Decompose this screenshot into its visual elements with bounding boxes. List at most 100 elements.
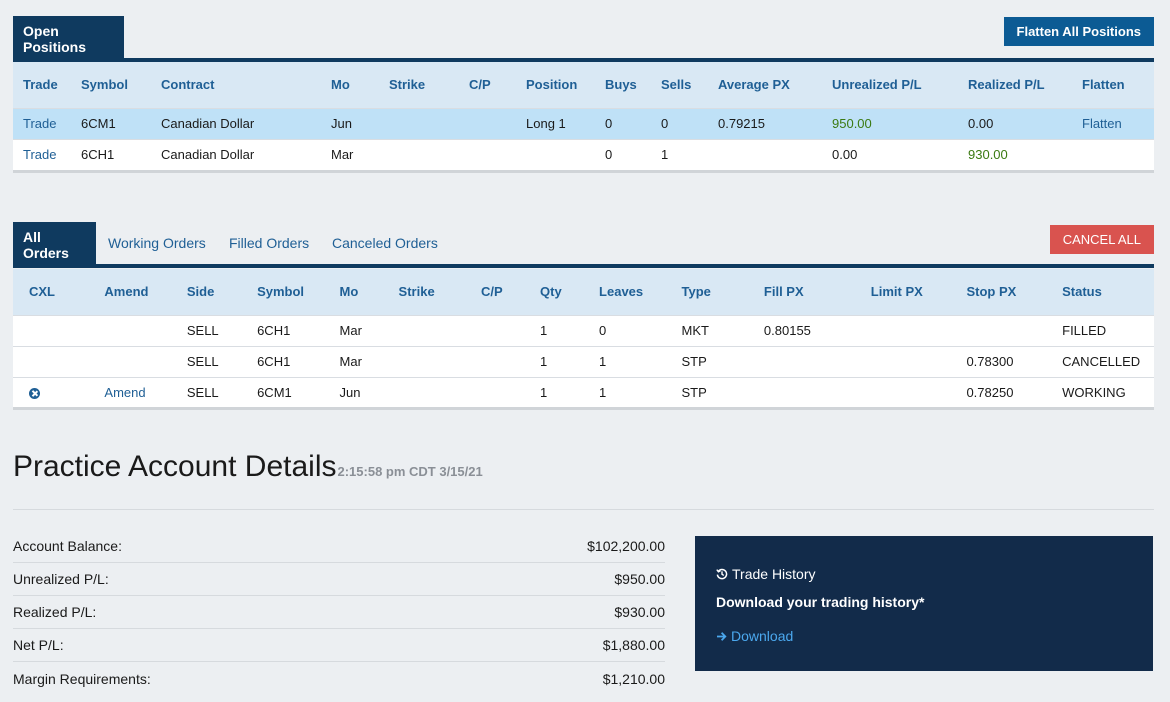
trade-history-label: Trade History [732, 566, 816, 582]
order-status: CANCELLED [1052, 345, 1154, 377]
account-label: Net P/L: [13, 637, 64, 653]
orders-tabbar: All Orders Working Orders Filled Orders … [13, 222, 1154, 268]
position-buys: 0 [595, 138, 651, 170]
col-trade: Trade [23, 77, 58, 93]
order-status: FILLED [1052, 314, 1154, 346]
cancel-all-button[interactable]: CANCEL ALL [1049, 225, 1154, 254]
download-link[interactable]: Download [716, 628, 1132, 644]
tab-filled-orders[interactable]: Filled Orders [229, 235, 310, 251]
order-side: SELL [176, 345, 248, 377]
amend-link[interactable]: Amend [94, 376, 177, 407]
col-buys: Buys [605, 77, 637, 93]
position-row[interactable]: Trade 6CM1 Canadian Dollar Jun Long 1 0 … [13, 107, 1154, 139]
account-label: Unrealized P/L: [13, 571, 109, 587]
account-label: Margin Requirements: [13, 670, 151, 687]
order-qty: 1 [530, 314, 590, 346]
download-label[interactable]: Download [731, 628, 794, 644]
flatten-link[interactable]: Flatten [1072, 107, 1154, 139]
order-stop-px [956, 314, 1053, 346]
positions-table: Trade Symbol Contract Mo Strike C/P Posi… [13, 62, 1154, 170]
col-strike: Strike [398, 284, 435, 300]
account-row: Unrealized P/L: $950.00 [13, 563, 665, 596]
col-fill-px: Fill PX [763, 284, 804, 300]
trade-history-title: Trade History [716, 566, 1132, 582]
col-qty: Qty [540, 284, 562, 300]
position-buys: 0 [595, 107, 651, 139]
account-value: $102,200.00 [587, 538, 665, 554]
col-cp: C/P [469, 77, 491, 93]
trade-link[interactable]: Trade [13, 107, 71, 139]
col-flatten: Flatten [1082, 77, 1125, 93]
account-value: $930.00 [614, 604, 665, 620]
cancel-icon[interactable] [29, 387, 40, 399]
positions-tab-rule [13, 58, 1154, 62]
order-type: STP [671, 345, 754, 377]
order-strike [388, 314, 471, 346]
orders-tab-rule [13, 264, 1154, 268]
order-cxl [13, 376, 95, 407]
order-cp [470, 376, 531, 407]
order-strike [388, 376, 471, 407]
order-amend [94, 345, 177, 377]
account-value: $950.00 [614, 571, 665, 587]
position-row[interactable]: Trade 6CH1 Canadian Dollar Mar 0 1 0.00 … [13, 138, 1154, 170]
account-value: $1,880.00 [602, 637, 665, 653]
position-symbol: 6CM1 [71, 107, 151, 139]
order-row[interactable]: Amend SELL 6CM1 Jun 1 1 STP 0.78250 WORK… [13, 376, 1154, 407]
arrow-right-icon [717, 631, 727, 641]
order-row[interactable]: SELL 6CH1 Mar 1 0 MKT 0.80155 FILLED [13, 314, 1154, 346]
position-average-px: 0.79215 [708, 107, 822, 139]
account-details-heading: Practice Account Details 2:15:58 pm CDT … [13, 450, 483, 484]
order-leaves: 1 [589, 345, 672, 377]
flatten-all-positions-button[interactable]: Flatten All Positions [1003, 17, 1154, 46]
col-position: Position [526, 77, 578, 93]
order-qty: 1 [530, 376, 590, 407]
position-cp [459, 107, 516, 139]
tab-working-orders[interactable]: Working Orders [108, 235, 206, 251]
account-row: Net P/L: $1,880.00 [13, 629, 665, 662]
trade-link[interactable]: Trade [13, 138, 71, 170]
order-cp [470, 345, 531, 377]
order-cxl [13, 345, 95, 377]
col-leaves: Leaves [599, 284, 644, 300]
orders-header-row: CXL Amend Side Symbol Mo Strike C/P Qty … [13, 269, 1154, 315]
order-stop-px: 0.78300 [956, 345, 1053, 377]
order-amend [94, 314, 177, 346]
order-qty: 1 [530, 345, 590, 377]
order-mo: Jun [329, 376, 389, 407]
position-strike [379, 107, 459, 139]
col-status: Status [1062, 284, 1102, 300]
position-contract: Canadian Dollar [151, 138, 321, 170]
account-summary: Account Balance: $102,200.00 Unrealized … [13, 530, 665, 695]
order-leaves: 1 [589, 376, 672, 407]
tab-all-orders[interactable]: All Orders [13, 222, 96, 268]
col-stop-px: Stop PX [966, 284, 1017, 300]
divider [13, 509, 1154, 510]
position-mo: Mar [321, 138, 379, 170]
tab-canceled-orders[interactable]: Canceled Orders [332, 235, 438, 251]
col-symbol: Symbol [81, 77, 128, 93]
col-mo: Mo [331, 77, 350, 93]
order-symbol: 6CH1 [247, 345, 330, 377]
account-value: $1,210.00 [602, 670, 665, 687]
positions-tabbar: Open Positions [13, 16, 1154, 62]
positions-header-row: Trade Symbol Contract Mo Strike C/P Posi… [13, 62, 1154, 108]
flatten-link[interactable] [1072, 138, 1154, 170]
col-strike: Strike [389, 77, 426, 93]
positions-table-shadow [13, 170, 1154, 173]
order-side: SELL [176, 376, 248, 407]
order-fill-px [753, 345, 861, 377]
order-type: STP [671, 376, 754, 407]
order-mo: Mar [329, 314, 389, 346]
col-sells: Sells [661, 77, 692, 93]
order-cxl [13, 314, 95, 346]
order-limit-px [860, 345, 957, 377]
account-row: Realized P/L: $930.00 [13, 596, 665, 629]
order-mo: Mar [329, 345, 389, 377]
tab-open-positions[interactable]: Open Positions [13, 16, 124, 62]
order-row[interactable]: SELL 6CH1 Mar 1 1 STP 0.78300 CANCELLED [13, 345, 1154, 377]
account-row: Margin Requirements: $1,210.00 [13, 662, 665, 695]
trade-history-subtitle: Download your trading history* [716, 594, 925, 610]
position-unrealized-pl: 950.00 [822, 107, 958, 139]
order-strike [388, 345, 471, 377]
